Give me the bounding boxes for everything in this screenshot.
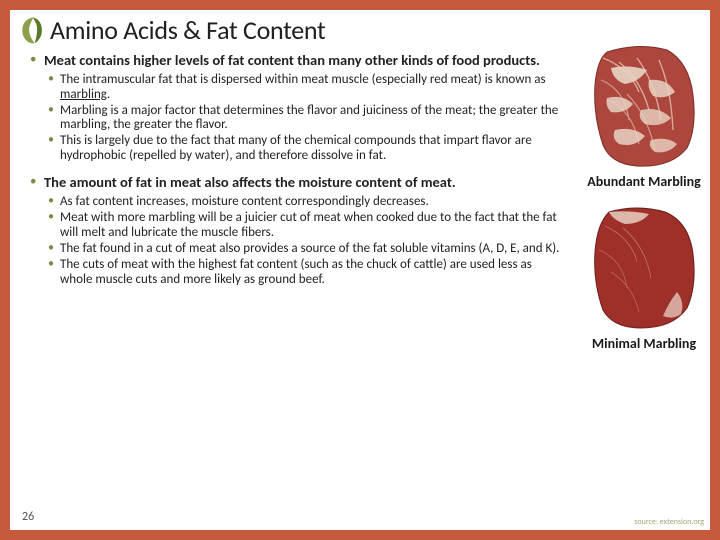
abundant-caption: Abundant Marbling: [584, 174, 704, 190]
underlined-term: marbling: [60, 87, 107, 102]
source-text: source: extension.org: [634, 517, 704, 527]
sub-bullet: The fat found in a cut of meat also prov…: [60, 242, 564, 257]
sub-bullet: The cuts of meat with the highest fat co…: [60, 258, 564, 288]
main-bullet-1-text: Meat contains higher levels of fat conte…: [44, 52, 564, 69]
sub-bullet: This is largely due to the fact that man…: [60, 134, 564, 164]
page-number: 26: [22, 510, 34, 524]
slide-frame: Amino Acids & Fat Content Meat contains …: [0, 0, 720, 540]
sub-text-pre: The intramuscular fat that is dispersed …: [60, 72, 546, 87]
sub-bullet: Marbling is a major factor that determin…: [60, 104, 564, 134]
content-area: Meat contains higher levels of fat conte…: [44, 52, 564, 289]
leaf-logo: [16, 14, 50, 48]
main-bullet-2: The amount of fat in meat also affects t…: [44, 174, 564, 191]
sub-bullet: Meat with more marbling will be a juicie…: [60, 211, 564, 241]
sub-bullet: As fat content increases, moisture conte…: [60, 195, 564, 210]
slide-title: Amino Acids & Fat Content: [50, 14, 325, 46]
minimal-marbling-image: [589, 202, 699, 332]
sub-bullet: The intramuscular fat that is dispersed …: [60, 73, 564, 103]
main-bullet-2-text: The amount of fat in meat also affects t…: [44, 174, 564, 191]
sub-text-post: .: [107, 87, 110, 102]
side-image-column: Abundant Marbling Minimal Marbling: [584, 40, 704, 364]
minimal-caption: Minimal Marbling: [584, 336, 704, 352]
abundant-marbling-image: [589, 40, 699, 170]
main-bullet-1: Meat contains higher levels of fat conte…: [44, 52, 564, 69]
